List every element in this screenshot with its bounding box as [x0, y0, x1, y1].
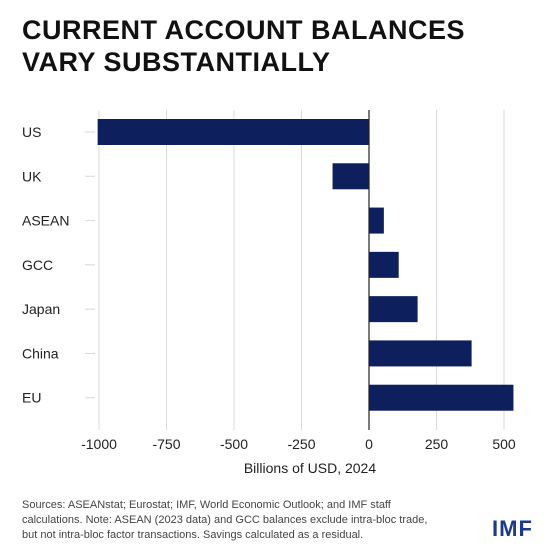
category-label-china: China	[22, 345, 59, 361]
x-tick-label: 500	[492, 436, 516, 452]
category-label-japan: Japan	[22, 301, 60, 317]
source-line-3: but not intra-bloc factor transactions. …	[22, 529, 364, 541]
imf-logo: IMF	[492, 516, 533, 541]
x-tick-label: -1000	[81, 436, 117, 452]
chart-title: CURRENT ACCOUNT BALANCES VARY SUBSTANTIA…	[22, 14, 542, 78]
bar-us	[97, 119, 370, 145]
axis-layer: -1000 -750 -500 -250 0 250 500 US UK ASEAN GCC Japa…	[22, 110, 516, 452]
category-label-uk: UK	[22, 168, 42, 184]
bar-layer	[97, 119, 514, 411]
source-line-1: Sources: ASEANstat; Eurostat; IMF, World…	[22, 499, 391, 511]
category-label-us: US	[22, 124, 41, 140]
source-note: Sources: ASEANstat; Eurostat; IMF, World…	[22, 498, 482, 543]
x-tick-label: -500	[220, 436, 248, 452]
title-line-1: CURRENT ACCOUNT BALANCES	[22, 15, 465, 45]
grid-layer	[85, 110, 505, 430]
x-tick-label: 250	[425, 436, 449, 452]
category-label-asean: ASEAN	[22, 213, 69, 229]
bar-uk	[332, 163, 369, 190]
bar-chart: -1000 -750 -500 -250 0 250 500 US UK ASEAN GCC Japa…	[22, 110, 516, 476]
x-tick-label: -750	[152, 436, 180, 452]
bar-gcc	[369, 251, 399, 278]
bar-china	[369, 340, 472, 367]
x-tick-label: -250	[287, 436, 315, 452]
x-tick-label: 0	[365, 436, 373, 452]
x-axis-label: Billions of USD, 2024	[244, 460, 377, 476]
source-line-2: calculations. Note: ASEAN (2023 data) an…	[22, 514, 428, 526]
category-label-gcc: GCC	[22, 257, 53, 273]
title-line-2: VARY SUBSTANTIALLY	[22, 47, 331, 77]
bar-eu	[369, 384, 514, 411]
category-label-eu: EU	[22, 390, 41, 406]
bar-japan	[369, 296, 418, 323]
bar-asean	[369, 207, 384, 234]
